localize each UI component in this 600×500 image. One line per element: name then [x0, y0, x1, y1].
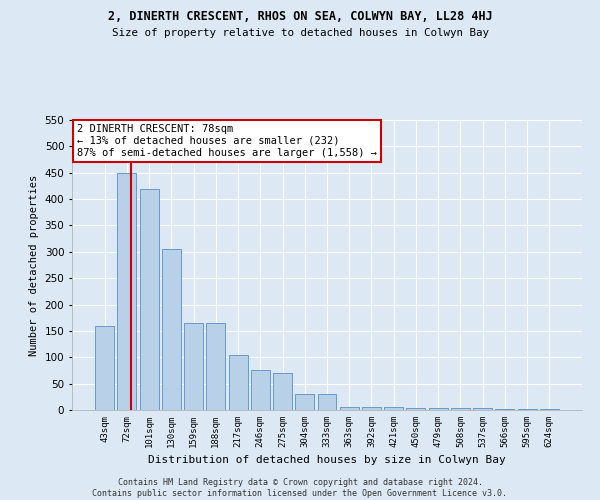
X-axis label: Distribution of detached houses by size in Colwyn Bay: Distribution of detached houses by size …	[148, 456, 506, 466]
Bar	[317, 394, 337, 410]
Bar	[118, 172, 136, 410]
Bar	[140, 188, 158, 410]
Y-axis label: Number of detached properties: Number of detached properties	[29, 174, 39, 356]
Bar	[540, 409, 559, 410]
Bar	[473, 408, 492, 410]
Bar	[95, 326, 114, 410]
Bar	[384, 408, 403, 410]
Bar	[229, 354, 248, 410]
Bar	[273, 373, 292, 410]
Bar	[162, 249, 181, 410]
Bar	[518, 409, 536, 410]
Bar	[184, 323, 203, 410]
Text: Size of property relative to detached houses in Colwyn Bay: Size of property relative to detached ho…	[112, 28, 488, 38]
Bar	[206, 323, 225, 410]
Bar	[406, 408, 425, 410]
Text: 2 DINERTH CRESCENT: 78sqm
← 13% of detached houses are smaller (232)
87% of semi: 2 DINERTH CRESCENT: 78sqm ← 13% of detac…	[77, 124, 377, 158]
Bar	[295, 394, 314, 410]
Bar	[251, 370, 270, 410]
Bar	[362, 408, 381, 410]
Text: 2, DINERTH CRESCENT, RHOS ON SEA, COLWYN BAY, LL28 4HJ: 2, DINERTH CRESCENT, RHOS ON SEA, COLWYN…	[107, 10, 493, 23]
Bar	[496, 409, 514, 410]
Bar	[429, 408, 448, 410]
Bar	[451, 408, 470, 410]
Text: Contains HM Land Registry data © Crown copyright and database right 2024.
Contai: Contains HM Land Registry data © Crown c…	[92, 478, 508, 498]
Bar	[340, 408, 359, 410]
